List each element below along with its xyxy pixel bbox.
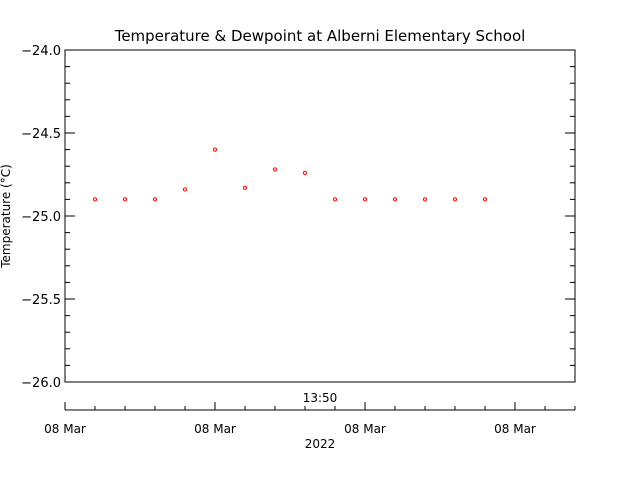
y-tick-label: −25.0 (21, 210, 61, 225)
x-axis-year-label: 2022 (305, 437, 336, 451)
data-point (212, 147, 218, 152)
y-axis-label: Temperature (°C) (0, 164, 13, 269)
data-point (302, 170, 308, 175)
y-tick-label: −24.5 (21, 127, 61, 142)
data-point (392, 197, 398, 202)
plot-frame (64, 49, 576, 383)
x-tick-label: 08 Mar (44, 422, 86, 436)
data-series (92, 147, 488, 202)
x-tick-label: 08 Mar (344, 422, 386, 436)
x-axis-tick-labels: 08 Mar 08 Mar 08 Mar 08 Mar (44, 422, 536, 436)
data-point (122, 197, 128, 202)
data-point (482, 197, 488, 202)
y-tick-label: −26.0 (21, 376, 61, 391)
data-point (452, 197, 458, 202)
data-point (362, 197, 368, 202)
data-point (92, 197, 98, 202)
chart-title: Temperature & Dewpoint at Alberni Elemen… (114, 27, 526, 45)
data-point (152, 197, 158, 202)
data-point (332, 197, 338, 202)
y-tick-label: −24.0 (21, 44, 61, 59)
data-point (422, 197, 428, 202)
y-axis-tick-labels: −26.0 −25.5 −25.0 −24.5 −24.0 (21, 44, 61, 391)
x-axis-ticks (64, 402, 576, 410)
x-axis-time-label: 13:50 (303, 391, 338, 405)
y-axis-ticks (65, 49, 575, 383)
x-tick-label: 08 Mar (194, 422, 236, 436)
x-tick-label: 08 Mar (494, 422, 536, 436)
data-point (272, 167, 278, 172)
data-point (242, 185, 248, 190)
y-tick-label: −25.5 (21, 293, 61, 308)
data-point (182, 187, 188, 192)
